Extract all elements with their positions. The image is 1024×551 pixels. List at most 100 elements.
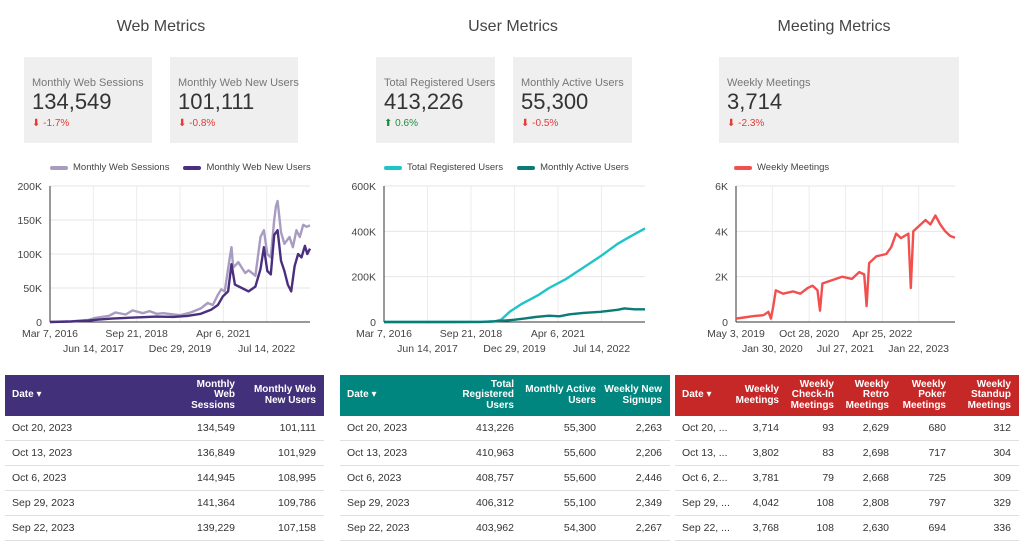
legend-item-monthly-active[interactable]: Monthly Active Users [517, 162, 629, 173]
table-header: Date ▾ Monthly Web Sessions Monthly Web Ne… [5, 375, 324, 416]
sort-date-header[interactable]: Date ▾ [682, 389, 712, 401]
table-row[interactable]: Sep 29, ... 4,042 108 2,808 797 329 [675, 491, 1019, 516]
scorecard-value: 101,111 [178, 89, 255, 114]
column-header[interactable]: Monthly Active Users [525, 384, 596, 406]
scorecard-delta-value: -0.5% [532, 118, 559, 129]
column-header[interactable]: Monthly Web New Users [253, 384, 316, 406]
legend-label: Total Registered Users [407, 162, 504, 173]
x-tick-label: Mar 7, 2016 [22, 328, 78, 340]
table-cell: 108 [816, 522, 834, 534]
table-row[interactable]: Sep 22, 2023 139,229 107,158 [5, 516, 324, 541]
y-tick-label: 150K [17, 215, 42, 227]
legend-item-web-sessions[interactable]: Monthly Web Sessions [50, 162, 169, 173]
scorecard-delta: ⬇ -0.5% [521, 118, 632, 129]
scorecard-delta: ⬇ -1.7% [32, 118, 152, 129]
legend-item-total-registered[interactable]: Total Registered Users [384, 162, 503, 173]
table-row[interactable]: Oct 13, 2023 136,849 101,929 [5, 441, 324, 466]
column-header[interactable]: Monthly Web Sessions [191, 378, 235, 411]
meeting-metrics-table[interactable]: Date ▾ Weekly Meetings Weekly Check-In Mee… [675, 375, 1019, 545]
table-cell: Sep 29, 2023 [12, 497, 75, 509]
legend-label: Weekly Meetings [757, 162, 830, 173]
table-cell: Sep 22, 2023 [347, 522, 410, 534]
table-row[interactable]: Sep 29, 2023 406,312 55,100 2,349 [340, 491, 670, 516]
table-cell: 304 [993, 447, 1011, 459]
table-cell: Oct 6, 2023 [347, 472, 402, 484]
table-cell: Oct 13, 2023 [347, 447, 408, 459]
x-tick-label: Jun 14, 2017 [397, 343, 458, 355]
table-row[interactable]: Sep 29, 2023 141,364 109,786 [5, 491, 324, 516]
table-header: Date ▾ Total Registered Users Monthly Acti… [340, 375, 670, 416]
table-cell: 2,263 [635, 422, 662, 434]
web-metrics-title: Web Metrics [116, 18, 206, 35]
table-cell: 3,781 [752, 472, 779, 484]
legend-label: Monthly Web Sessions [73, 162, 170, 173]
legend-label: Monthly Web New Users [206, 162, 311, 173]
table-row[interactable]: Sep 22, 2023 403,962 54,300 2,267 [340, 516, 670, 541]
sort-date-header[interactable]: Date ▾ [347, 389, 377, 401]
x-tick-label: Apr 6, 2021 [196, 328, 250, 340]
table-cell: 101,929 [278, 447, 316, 459]
table-row[interactable]: Oct 20, 2023 413,226 55,300 2,263 [340, 416, 670, 441]
table-row[interactable]: Oct 6, 2023 408,757 55,600 2,446 [340, 466, 670, 491]
table-row[interactable]: Oct 6, 2... 3,781 79 2,668 725 309 [675, 466, 1019, 491]
table-row[interactable]: Oct 20, ... 3,714 93 2,629 680 312 [675, 416, 1019, 441]
user-metrics-table[interactable]: Date ▾ Total Registered Users Monthly Acti… [340, 375, 670, 545]
scorecard-value: 3,714 [727, 89, 783, 114]
scorecard-monthly-active-users[interactable]: Monthly Active Users 55,300 ⬇ -0.5% [513, 57, 632, 143]
scorecard-total-registered-users[interactable]: Total Registered Users 413,226 ⬆ 0.6% [376, 57, 495, 143]
table-row[interactable]: Sep 22, ... 3,768 108 2,630 694 336 [675, 516, 1019, 541]
legend-item-web-new-users[interactable]: Monthly Web New Users [183, 162, 311, 173]
table-cell: 2,698 [862, 447, 889, 459]
table-cell: 329 [993, 497, 1011, 509]
y-tick-label: 2K [715, 272, 728, 284]
table-cell: 2,446 [635, 472, 662, 484]
table-cell: 2,349 [635, 497, 662, 509]
column-header[interactable]: Weekly Check-In Meetings [790, 378, 834, 411]
table-cell: 2,630 [862, 522, 889, 534]
table-row[interactable]: Oct 13, 2023 410,963 55,600 2,206 [340, 441, 670, 466]
meeting-metrics-title: Meeting Metrics [777, 18, 891, 35]
x-tick-label: Dec 29, 2019 [149, 343, 212, 355]
column-header[interactable]: Weekly Retro Meetings [845, 378, 889, 411]
scorecard-delta-value: -0.8% [189, 118, 216, 129]
arrow-down-icon: ⬇ [521, 118, 530, 129]
scorecard-delta-value: -2.3% [738, 118, 765, 129]
table-row[interactable]: Oct 6, 2023 144,945 108,995 [5, 466, 324, 491]
x-tick-label: Apr 6, 2021 [531, 328, 585, 340]
x-tick-label: Mar 7, 2016 [356, 328, 412, 340]
y-tick-label: 50K [23, 283, 42, 295]
table-header: Date ▾ Weekly Meetings Weekly Check-In Mee… [675, 375, 1019, 416]
scorecard-weekly-meetings[interactable]: Weekly Meetings 3,714 ⬇ -2.3% [719, 57, 959, 143]
column-header[interactable]: Weekly Poker Meetings [902, 378, 946, 411]
table-cell: 109,786 [278, 497, 316, 509]
table-row[interactable]: Oct 13, ... 3,802 83 2,698 717 304 [675, 441, 1019, 466]
table-row[interactable]: Oct 20, 2023 134,549 101,111 [5, 416, 324, 441]
column-header[interactable]: Weekly Standup Meetings [967, 378, 1011, 411]
x-tick-label: Apr 25, 2022 [852, 328, 912, 340]
scorecard-delta: ⬇ -2.3% [727, 118, 959, 129]
web-metrics-table[interactable]: Date ▾ Monthly Web Sessions Monthly Web Ne… [5, 375, 324, 545]
series-line-monthly-web-sessions [49, 199, 311, 324]
scorecard-web-sessions[interactable]: Monthly Web Sessions 134,549 ⬇ -1.7% [24, 57, 152, 143]
table-cell: 2,206 [635, 447, 662, 459]
table-cell: 108,995 [278, 472, 316, 484]
legend-swatch [517, 165, 536, 170]
table-cell: 144,945 [197, 472, 235, 484]
series-line-weekly-meetings [735, 214, 956, 320]
column-header[interactable]: Weekly New Signups [604, 384, 662, 406]
column-header[interactable]: Weekly Meetings [735, 384, 779, 406]
table-cell: 2,808 [862, 497, 889, 509]
x-tick-label: Jul 14, 2022 [573, 343, 630, 355]
scorecard-delta-value: 0.6% [395, 118, 418, 129]
table-cell: 107,158 [278, 522, 316, 534]
table-cell: 309 [993, 472, 1011, 484]
scorecard-value: 413,226 [384, 89, 464, 114]
sort-date-header[interactable]: Date ▾ [12, 389, 42, 401]
table-cell: 55,600 [563, 472, 596, 484]
scorecard-web-new-users[interactable]: Monthly Web New Users 101,111 ⬇ -0.8% [170, 57, 299, 143]
user-chart-legend: Total Registered Users Monthly Active Us… [384, 162, 629, 173]
legend-item-weekly-meetings[interactable]: Weekly Meetings [734, 162, 829, 173]
column-header[interactable]: Total Registered Users [462, 378, 514, 411]
y-tick-label: 6K [715, 181, 728, 193]
